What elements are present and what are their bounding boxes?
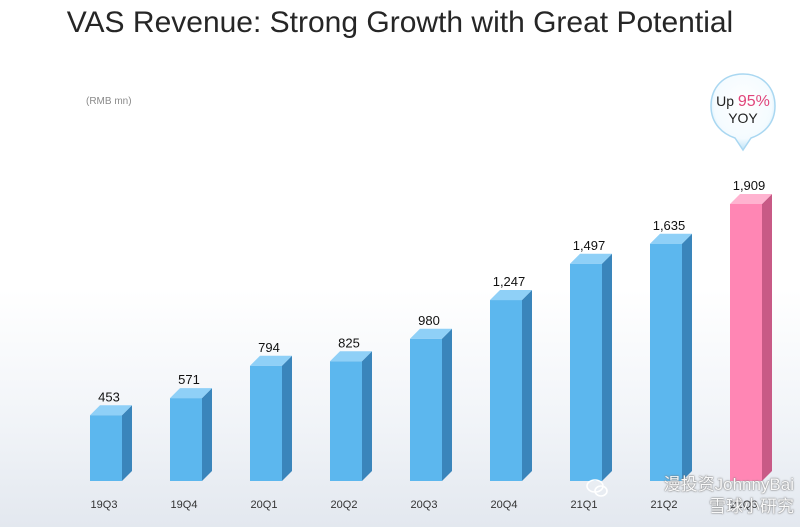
value-label: 1,635 [653,218,686,233]
bar [170,398,202,481]
bar-top [330,351,372,362]
category-label: 21Q2 [651,499,678,511]
category-label: 21Q3 [731,499,758,511]
yoy-suffix: YOY [728,110,758,126]
category-label: 20Q1 [251,499,278,511]
speech-bubble-icon [710,73,776,152]
watermark: 漫投资JohnnyBai 雪球小研究 [584,474,794,518]
value-label: 1,247 [493,274,526,289]
bar-side [202,388,212,481]
chat-bubble-icon [586,479,608,497]
category-label: 21Q1 [571,499,598,511]
bar-side [362,351,372,481]
yoy-prefix: Up [716,93,734,109]
bar-top [650,233,692,244]
bar-top [730,194,772,204]
bar-side [522,290,532,481]
bar-top [170,388,212,399]
bar-side [762,194,772,481]
category-label: 20Q3 [411,499,438,511]
bar [730,204,762,481]
yoy-callout: Up 95% YOY [709,93,777,127]
value-label: 571 [178,372,200,387]
bar [490,300,522,481]
bar [250,365,282,481]
bar-side [442,328,452,481]
bar-side [282,355,292,481]
bar-top [570,253,612,264]
bar [90,415,122,481]
bar-top [410,328,452,339]
unit-label: (RMB mn) [86,96,132,107]
bar-side [122,405,132,481]
bar-side [602,253,612,481]
value-label: 1,909 [733,178,766,193]
watermark-line2: 雪球小研究 [709,497,794,516]
watermark-line1: 漫投资JohnnyBai [663,475,794,494]
value-label: 794 [258,340,280,355]
category-label: 20Q4 [491,499,518,511]
bar-top [90,405,132,416]
bar-top [490,290,532,301]
bar [330,361,362,481]
bar-top [250,355,292,366]
value-label: 1,497 [573,238,606,253]
bar [570,263,602,481]
bar [410,338,442,481]
bar-side [682,233,692,481]
value-label: 453 [98,389,120,404]
value-label: 825 [338,335,360,350]
category-label: 19Q4 [171,499,198,511]
value-label: 980 [418,313,440,328]
category-label: 20Q2 [331,499,358,511]
yoy-percent: 95% [737,93,770,110]
category-label: 19Q3 [91,499,118,511]
bar [650,243,682,481]
page-title: VAS Revenue: Strong Growth with Great Po… [66,6,734,39]
